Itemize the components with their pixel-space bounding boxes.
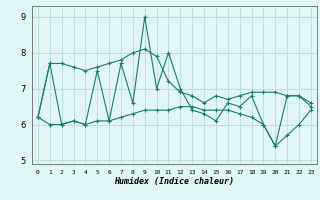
X-axis label: Humidex (Indice chaleur): Humidex (Indice chaleur)	[115, 177, 234, 186]
